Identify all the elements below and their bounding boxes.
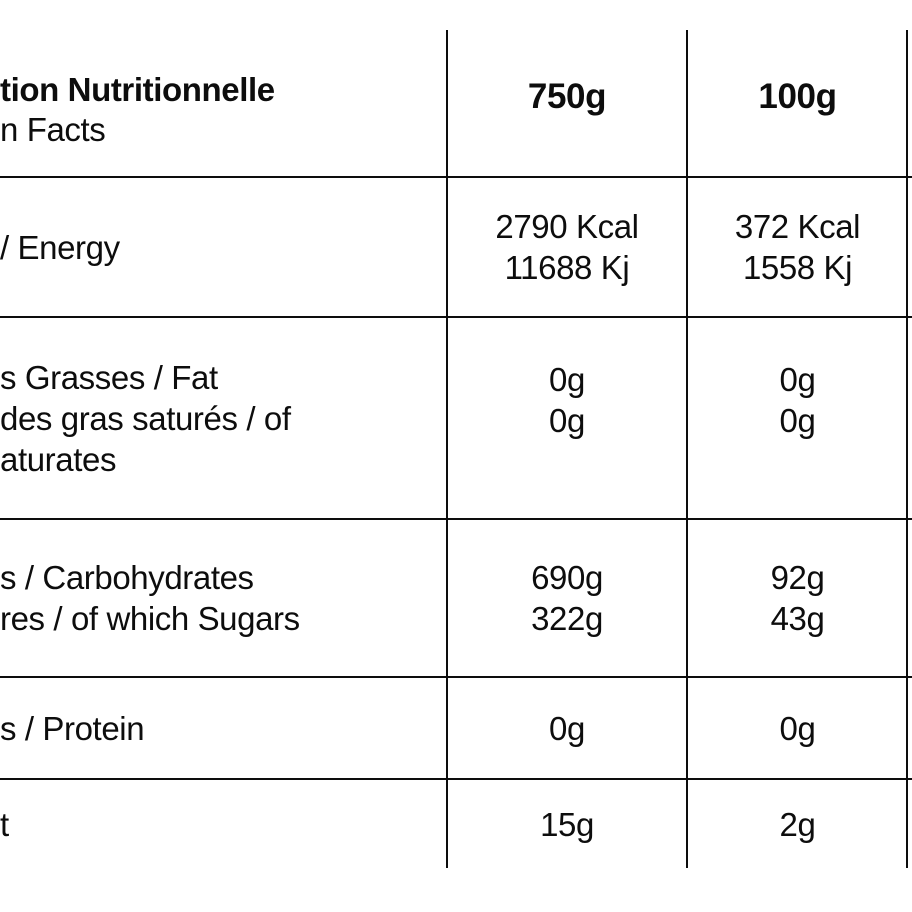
table-right-border <box>906 30 908 868</box>
column-header-750g: 750g <box>447 30 687 176</box>
header-row: tion Nutritionnelle n Facts 750g 100g <box>0 30 912 178</box>
energy-value-100g: 372 Kcal 1558 Kj <box>687 178 908 316</box>
fat-value-750g: 0g 0g <box>447 318 687 518</box>
salt-label-line: t <box>0 805 9 843</box>
protein-750g: 0g <box>549 709 585 747</box>
row-carbohydrates: s / Carbohydrates res / of which Sugars … <box>0 520 912 678</box>
fat-saturates-100g: 0g <box>779 402 816 439</box>
serving-size-750g-label: 750g <box>527 76 607 116</box>
table-title-english: n Facts <box>0 111 106 148</box>
carbs-total-100g: 92g <box>770 559 825 596</box>
row-energy: / Energy 2790 Kcal 11688 Kj 372 Kcal 155… <box>0 178 912 318</box>
energy-value-750g: 2790 Kcal 11688 Kj <box>447 178 687 316</box>
carbohydrates-value-750g: 690g 322g <box>447 520 687 676</box>
carbs-total-750g: 690g <box>531 559 603 596</box>
energy-label: / Energy <box>0 178 447 316</box>
table-title: tion Nutritionnelle n Facts <box>0 30 447 176</box>
energy-kcal-100g: 372 Kcal <box>734 208 861 245</box>
energy-kj-750g: 11688 Kj <box>504 249 630 286</box>
energy-label-line: / Energy <box>0 228 120 266</box>
carbs-sugars-750g: 322g <box>531 600 603 637</box>
protein-value-750g: 0g <box>447 678 687 778</box>
column-header-100g: 100g <box>687 30 908 176</box>
serving-size-100g-label: 100g <box>758 76 837 116</box>
carbs-sugars-100g: 43g <box>770 600 825 637</box>
protein-label-line: s / Protein <box>0 709 145 747</box>
salt-value-100g: 2g <box>687 780 908 868</box>
fat-label: s Grasses / Fat des gras saturés / of at… <box>0 318 447 518</box>
salt-value-750g: 15g <box>447 780 687 868</box>
table-title-french: tion Nutritionnelle <box>0 71 275 108</box>
protein-value-100g: 0g <box>687 678 908 778</box>
row-salt: t 15g 2g <box>0 780 912 868</box>
fat-label-line-2: des gras saturés / of <box>0 399 291 437</box>
protein-100g: 0g <box>779 709 816 747</box>
column-divider-1 <box>446 30 448 868</box>
fat-saturates-750g: 0g <box>549 402 585 439</box>
fat-total-100g: 0g <box>779 361 816 398</box>
fat-label-line-3: aturates <box>0 440 117 478</box>
carbohydrates-value-100g: 92g 43g <box>687 520 908 676</box>
row-protein: s / Protein 0g 0g <box>0 678 912 780</box>
protein-label: s / Protein <box>0 678 447 778</box>
salt-750g: 15g <box>540 805 594 843</box>
row-fat: s Grasses / Fat des gras saturés / of at… <box>0 318 912 520</box>
fat-value-100g: 0g 0g <box>687 318 908 518</box>
carbohydrates-label-line-1: s / Carbohydrates <box>0 559 254 596</box>
salt-100g: 2g <box>779 805 816 843</box>
fat-total-750g: 0g <box>549 361 585 398</box>
energy-kj-100g: 1558 Kj <box>742 249 853 286</box>
column-divider-2 <box>686 30 688 868</box>
energy-kcal-750g: 2790 Kcal <box>495 208 639 245</box>
carbohydrates-label-line-2: res / of which Sugars <box>0 600 300 637</box>
fat-label-line-1: s Grasses / Fat <box>0 358 218 396</box>
salt-label: t <box>0 780 447 868</box>
carbohydrates-label: s / Carbohydrates res / of which Sugars <box>0 520 447 676</box>
